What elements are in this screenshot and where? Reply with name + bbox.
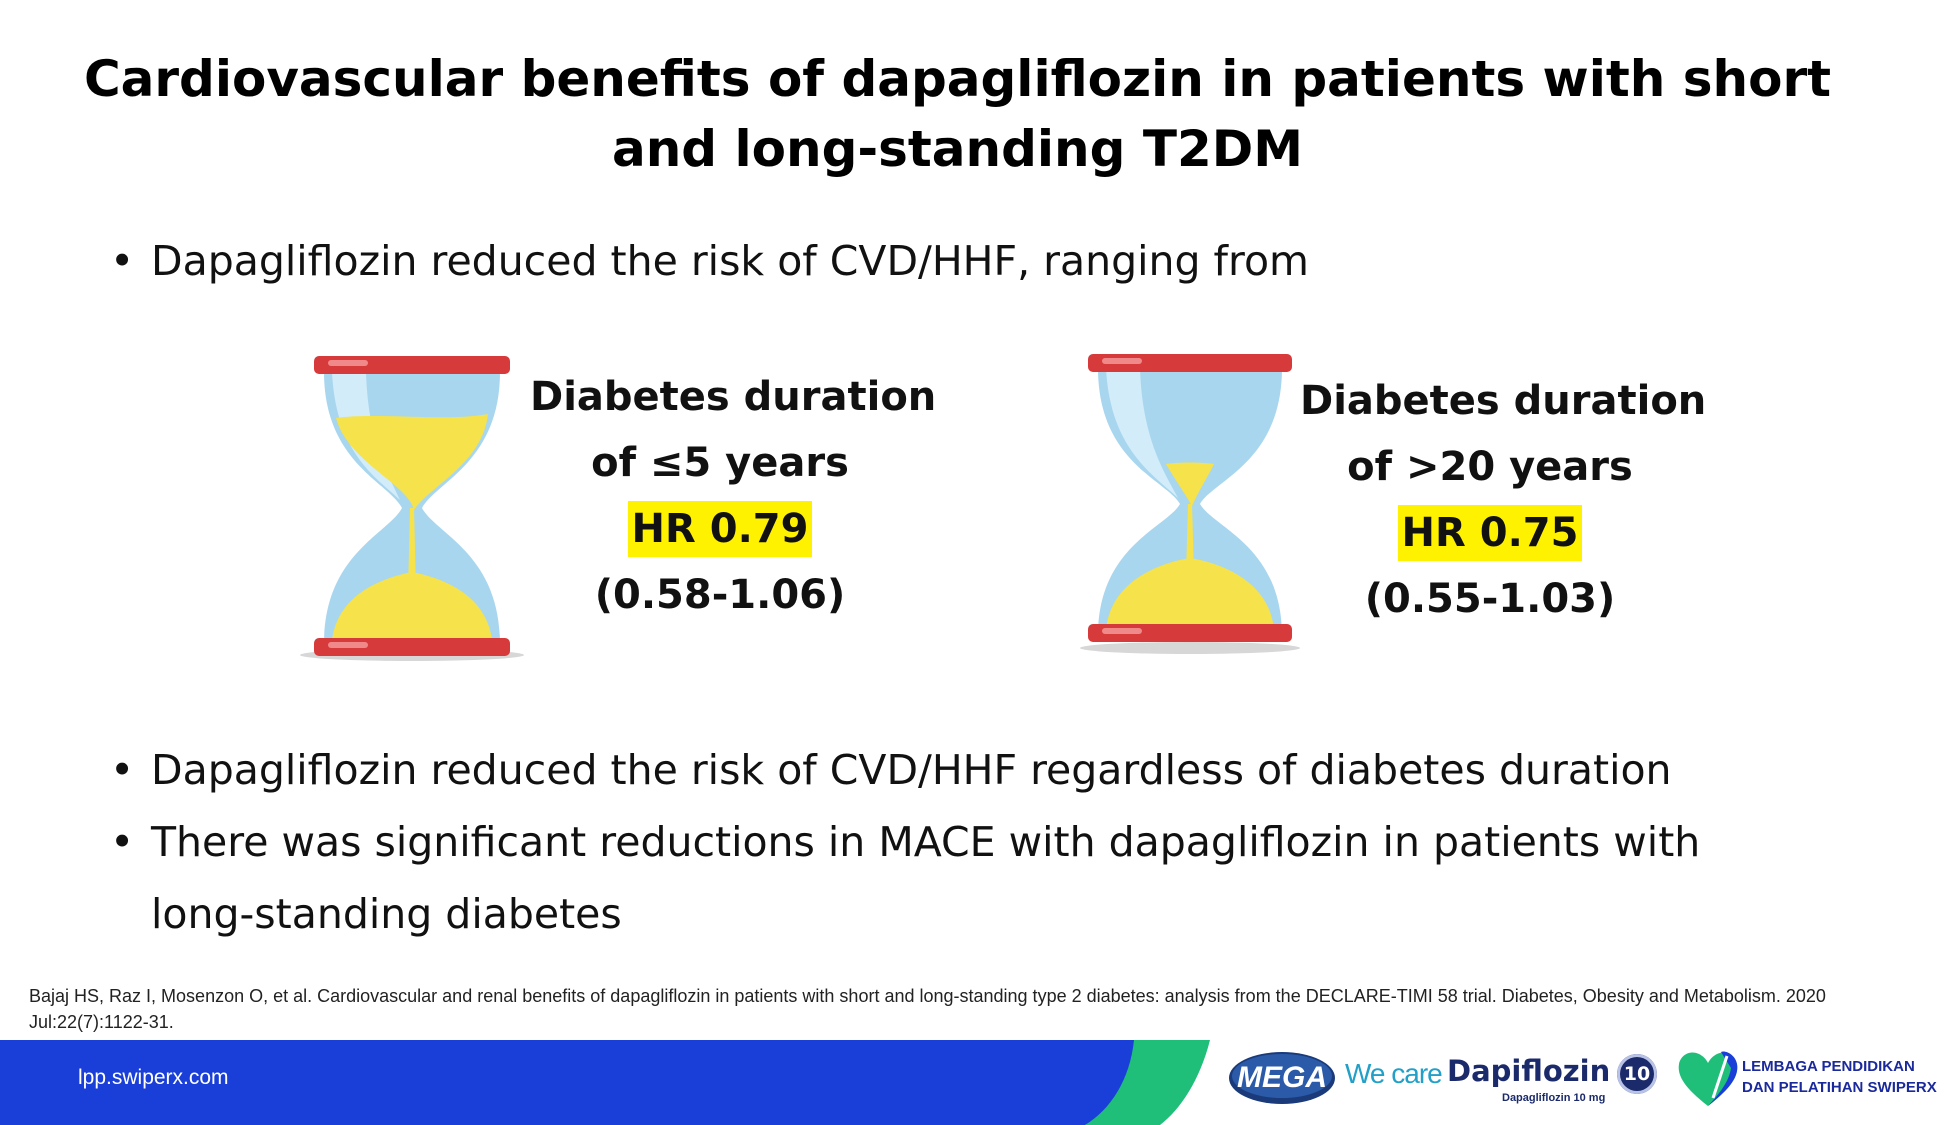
title-line-2: and long-standing T2DM [611, 120, 1304, 178]
mega-logo-text: MEGA [1237, 1061, 1327, 1094]
group-2-line-2: of >20 years [1347, 444, 1633, 490]
group-1-line-1: Diabetes duration [530, 374, 937, 420]
we-care-tagline: We care [1345, 1058, 1443, 1089]
group-long-duration: Diabetes duration of >20 years HR 0.75 (… [1300, 368, 1707, 632]
bullet-point-2-text: There was significant reductions in MACE… [151, 818, 1701, 866]
bullet-dot-icon: • [110, 237, 135, 285]
bullet-point-1-text: Dapagliflozin reduced the risk of CVD/HH… [151, 746, 1672, 794]
hourglass-icon [1080, 354, 1300, 654]
organization-name-line-1: LEMBAGA PENDIDIKAN [1742, 1058, 1915, 1075]
footer-url-link[interactable]: lpp.swiperx.com [78, 1066, 229, 1089]
bullet-point-2-text-continued: long-standing diabetes [151, 890, 622, 938]
organization-name: LEMBAGA PENDIDIKAN DAN PELATIHAN SWIPERX [1742, 1056, 1937, 1098]
bullet-dot-icon: • [110, 746, 135, 794]
group-short-duration: Diabetes duration of ≤5 years HR 0.79 (0… [530, 364, 937, 628]
dose-badge: 10 [1617, 1054, 1657, 1094]
swiperx-heart-logo-icon [1678, 1051, 1738, 1106]
organization-name-line-2: DAN PELATIHAN SWIPERX [1742, 1079, 1937, 1096]
dapiflozin-brand: Dapiflozin [1447, 1054, 1611, 1088]
bullet-dot-icon: • [110, 818, 135, 866]
group-2-hazard-ratio: HR 0.75 [1397, 505, 1583, 561]
group-1-hazard-ratio: HR 0.79 [627, 501, 813, 557]
group-2-confidence-interval: (0.55-1.03) [1364, 576, 1616, 622]
reference-citation: Bajaj HS, Raz I, Mosenzon O, et al. Card… [29, 986, 1826, 1032]
group-1-line-2: of ≤5 years [591, 440, 849, 486]
dapiflozin-subtitle: Dapagliflozin 10 mg [1502, 1092, 1606, 1104]
group-2-line-1: Diabetes duration [1300, 378, 1707, 424]
footer-banner [0, 1040, 1950, 1125]
hourglass-icon [300, 356, 524, 661]
mega-logo-icon [1229, 1052, 1335, 1104]
slide-title: Cardiovascular benefits of dapagliflozin… [0, 44, 1915, 184]
group-1-confidence-interval: (0.58-1.06) [594, 572, 846, 618]
title-line-1: Cardiovascular benefits of dapagliflozin… [83, 50, 1832, 108]
bullet-intro-text: Dapagliflozin reduced the risk of CVD/HH… [151, 237, 1309, 285]
